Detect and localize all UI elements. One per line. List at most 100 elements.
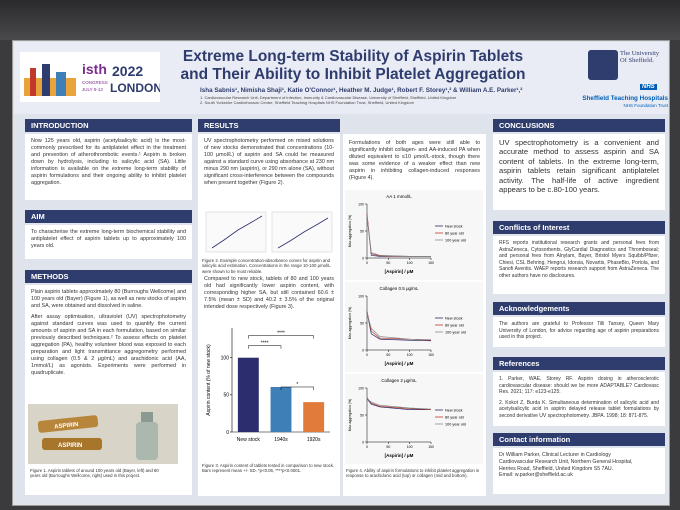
section-heading: Conflicts of Interest	[493, 221, 665, 234]
wall	[0, 0, 680, 40]
section-heading: Acknowledgements	[493, 302, 665, 315]
bar	[237, 357, 259, 432]
panel-background	[345, 374, 483, 464]
results-box	[198, 134, 340, 496]
y-tick-label: 0	[362, 256, 364, 260]
nhs-badge: NHS	[640, 84, 657, 90]
figure2	[205, 211, 333, 253]
contact-line: Dr William Parker, Clinical Lecturer in …	[499, 452, 611, 458]
reference: 2. Kokot Z, Burda K. Simultaneous determ…	[499, 399, 659, 419]
conflicts-text: RFS reports institutional research grant…	[493, 236, 665, 294]
poster-title: Extreme Long-term Stability of Aspirin T…	[180, 48, 526, 83]
trust-name: Sheffield Teaching Hospitals	[582, 95, 668, 102]
x-tick-label: 150	[428, 353, 434, 357]
data-line	[366, 215, 431, 257]
congress-city: LONDON	[110, 81, 160, 95]
legend-label: 100 year old	[445, 330, 466, 334]
significance-label: ****	[277, 331, 285, 337]
x-tick-label: 50	[386, 353, 390, 357]
figure4-panel: Collagen 0.5 μg/mL Max aggregation (%) [As…	[345, 282, 483, 372]
tin-label: ASPIRIN	[58, 443, 82, 449]
legend-label: 80 year old	[445, 415, 464, 419]
section-heading: AIM	[25, 210, 192, 223]
x-tick-label: 50	[386, 261, 390, 265]
bar	[270, 386, 292, 432]
y-tick-label: 100	[358, 386, 364, 390]
y-axis-label: Max aggregation (%)	[348, 307, 352, 340]
aspirin-tin	[37, 415, 99, 433]
y-tick-label: 100	[358, 202, 364, 206]
x-tick-label: 50	[386, 445, 390, 449]
congress-logo: isth 2022 CONGRESS JULY 9-13 LONDON	[20, 52, 162, 102]
y-tick-label: 50	[223, 393, 229, 399]
congress-logo-art: isth 2022 CONGRESS JULY 9-13 LONDON	[24, 61, 162, 96]
data-line	[366, 312, 432, 342]
contact-line: Herries Road, Sheffield, United Kingdom …	[499, 465, 614, 472]
figure-caption: Figure 4. Ability of aspirin formulation…	[346, 468, 480, 479]
y-tick-label: 50	[360, 229, 364, 233]
data-line	[366, 398, 431, 410]
x-tick-label: 1940s	[274, 437, 288, 443]
y-tick-label: 100	[221, 356, 230, 362]
legend-label: 100 year old	[445, 422, 466, 426]
aspirin-tin	[42, 438, 102, 450]
y-axis-label: Max aggregation (%)	[348, 215, 352, 248]
figure4-panel: AA 1 mmol/L Max aggregation (%) [Aspirin] …	[345, 190, 483, 280]
figure3-chart: Aspirin content (% of new stock) 0 50 100 Ne…	[206, 328, 330, 443]
congress-dates: JULY 9-13	[82, 87, 103, 92]
conclusions-text: UV spectrophotometry is a convenient and…	[493, 134, 665, 210]
legend-label: 80 year old	[445, 323, 464, 327]
x-tick-label: 1920s	[307, 437, 321, 443]
section-heading: INTRODUCTION	[25, 119, 192, 132]
congress-year: 2022	[112, 63, 143, 79]
legend-label: New stock	[445, 316, 463, 320]
y-tick-label: 0	[226, 430, 229, 436]
legend-label: New stock	[445, 408, 463, 412]
university-name: The University Of Sheffield.	[620, 50, 660, 65]
tin-label: ASPIRIN	[54, 422, 79, 431]
data-line	[366, 398, 432, 410]
section-heading: CONCLUSIONS	[493, 119, 665, 132]
introduction-text: Now 125 years old, aspirin (acetylsalicy…	[25, 134, 192, 200]
figure4-panel: Collagen 2 μg/mL Max aggregation (%) [Aspi…	[345, 374, 483, 464]
significance-bracket	[248, 335, 314, 339]
x-axis-label: [Aspirin] / μM	[385, 453, 414, 458]
skyline	[56, 72, 66, 96]
bottle-neck	[141, 412, 153, 422]
x-tick-label: 100	[407, 261, 413, 265]
y-axis-label: Aspirin content (% of new stock)	[206, 344, 212, 416]
university-crest	[588, 50, 618, 80]
panel-title: Collagen 0.5 μg/mL	[379, 286, 419, 291]
y-tick-label: 100	[358, 294, 364, 298]
figure-caption: Figure 3. Aspirin content of tablets tes…	[202, 463, 335, 474]
section-heading: Contact information	[493, 433, 665, 446]
x-tick-label: 100	[407, 353, 413, 357]
significance-label: *	[296, 382, 298, 388]
panel-title: Collagen 2 μg/mL	[381, 378, 417, 383]
figure1-photo: ASPIRIN ASPIRIN	[28, 404, 178, 464]
significance-bracket	[280, 386, 314, 390]
figure-caption: Figure 2. Example concentration-absorban…	[202, 258, 331, 274]
significance-bracket	[248, 345, 282, 349]
legend-label: New stock	[445, 224, 463, 228]
contact-line: Cardiovascular Research Unit, Northern G…	[499, 458, 633, 465]
affiliation: 2. South Yorkshire Cardiothoracic Centre…	[200, 100, 414, 106]
x-axis-label: [Aspirin] / μM	[385, 269, 414, 274]
x-tick-label: New stock	[237, 437, 261, 443]
skyline	[30, 68, 36, 96]
paragraph: Formulations of both ages were still abl…	[349, 140, 480, 182]
affiliation: 1. Cardiovascular Research Unit, Departm…	[200, 95, 457, 100]
contact-line: Email: w.parker@sheffield.ac.uk	[499, 472, 573, 479]
x-tick-label: 0	[366, 353, 368, 357]
authors: Isha Sabnis¹, Nimisha Shaji¹, Katie O'Co…	[200, 87, 523, 94]
spectra-panel	[271, 211, 333, 253]
standard-curve	[211, 215, 263, 249]
legend-label: 100 year old	[445, 238, 466, 242]
paragraph: UV spectrophotometry performed on mixed …	[204, 138, 334, 187]
aim-text: To characterise the extreme long-term bi…	[25, 225, 192, 259]
skyline	[42, 64, 50, 96]
paragraph: Plain aspirin tablets approximately 80 (…	[31, 289, 186, 310]
figure-caption: Figure 1. Aspirin tablets of around 100 …	[30, 468, 159, 479]
section-heading: METHODS	[25, 270, 192, 283]
